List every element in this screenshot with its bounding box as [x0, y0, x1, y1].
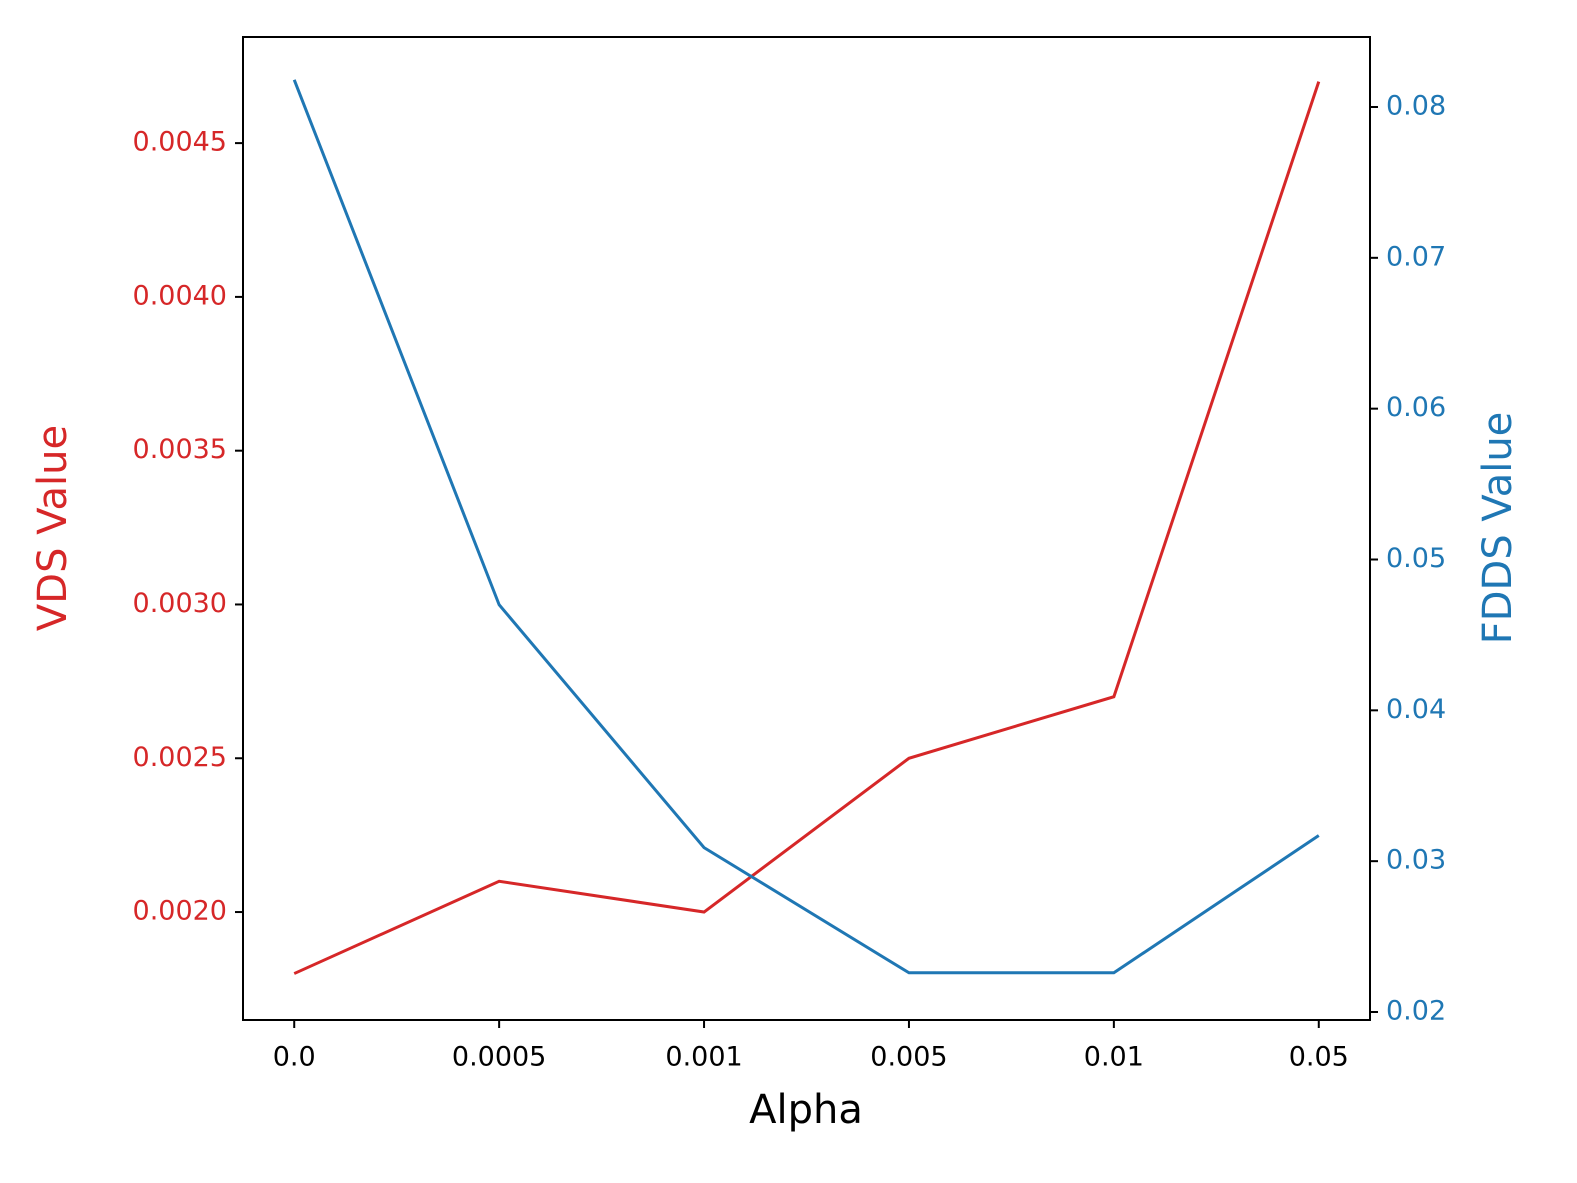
y-tick-label: 0.0030: [133, 588, 227, 619]
y2-axis-title: FDDS Value: [1475, 412, 1521, 645]
x-tick-label: 0.01: [1084, 1042, 1144, 1073]
x-tick-label: 0.0: [273, 1042, 316, 1073]
y-tick-label: 0.0035: [133, 434, 227, 465]
data-line: [292, 79, 1320, 975]
y-tick-label: 0.0025: [133, 742, 227, 773]
y2-tick-label: 0.07: [1386, 241, 1446, 272]
x-tick-label: 0.001: [665, 1042, 742, 1073]
y2-tick-label: 0.08: [1386, 90, 1446, 121]
plot-frame: [242, 36, 1371, 1021]
y-axis-title: VDS Value: [30, 425, 76, 631]
y2-tick-label: 0.04: [1386, 694, 1446, 725]
data-line: [293, 81, 1321, 975]
x-tick-label: 0.005: [870, 1042, 947, 1073]
x-tick-label: 0.05: [1289, 1042, 1349, 1073]
y-tick-label: 0.0045: [133, 127, 227, 158]
y2-tick-label: 0.03: [1386, 845, 1446, 876]
y2-tick-label: 0.06: [1386, 392, 1446, 423]
y2-tick-label: 0.02: [1386, 996, 1446, 1027]
y-tick-label: 0.0040: [133, 280, 227, 311]
y2-tick-label: 0.05: [1386, 543, 1446, 574]
y-tick-label: 0.0020: [133, 896, 227, 927]
x-tick-label: 0.0005: [452, 1042, 546, 1073]
x-axis-title: Alpha: [749, 1087, 863, 1133]
